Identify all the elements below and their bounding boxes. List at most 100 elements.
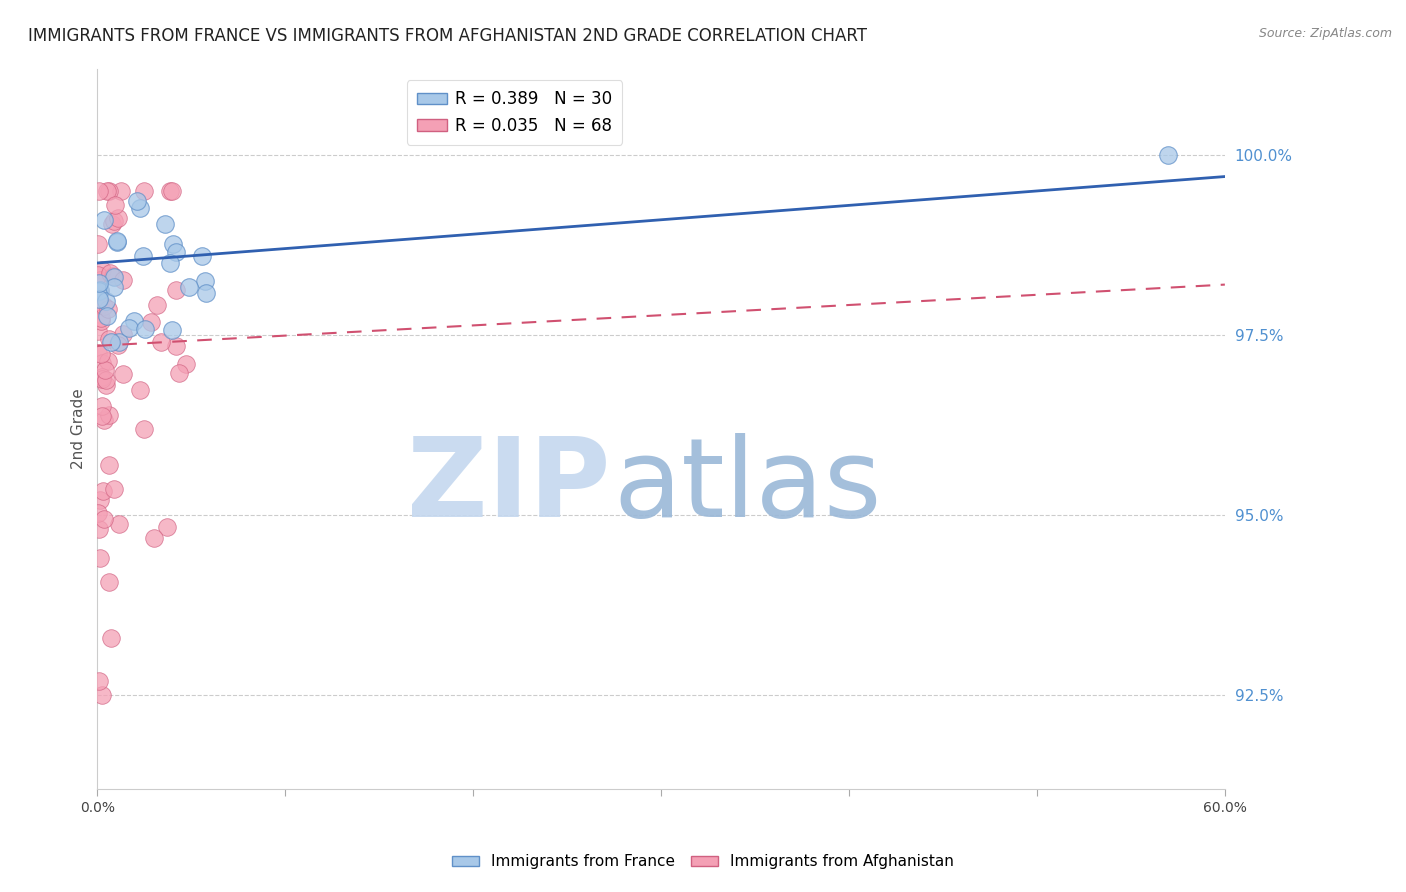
- Point: [159, 255, 181, 269]
- Point: [89, 283, 111, 297]
- Point: [129, 383, 152, 397]
- Point: [93, 212, 115, 227]
- Point: [96, 184, 118, 198]
- Point: [111, 367, 134, 381]
- Text: Source: ZipAtlas.com: Source: ZipAtlas.com: [1258, 27, 1392, 40]
- Point: [91, 484, 114, 499]
- Point: [89, 292, 111, 306]
- Point: [165, 339, 187, 353]
- Point: [165, 283, 187, 297]
- Point: [101, 269, 124, 284]
- Point: [156, 519, 179, 533]
- Point: [89, 284, 111, 298]
- Point: [94, 363, 117, 377]
- Point: [100, 335, 122, 350]
- Point: [90, 311, 112, 326]
- Point: [139, 315, 162, 329]
- Point: [97, 301, 120, 316]
- Point: [100, 218, 122, 232]
- Point: [129, 201, 152, 215]
- Point: [87, 184, 110, 198]
- Point: [108, 335, 131, 350]
- Point: [96, 293, 118, 308]
- Point: [167, 366, 190, 380]
- Legend: R = 0.389   N = 30, R = 0.035   N = 68: R = 0.389 N = 30, R = 0.035 N = 68: [406, 80, 623, 145]
- Point: [98, 458, 121, 472]
- Point: [96, 353, 118, 368]
- Point: [91, 263, 114, 277]
- Point: [107, 211, 129, 226]
- Point: [93, 299, 115, 313]
- Point: [103, 270, 125, 285]
- Point: [194, 285, 217, 300]
- Point: [87, 346, 110, 360]
- Point: [96, 309, 118, 323]
- Point: [105, 234, 128, 248]
- Point: [145, 298, 167, 312]
- Point: [89, 276, 111, 290]
- Point: [100, 631, 122, 645]
- Point: [162, 236, 184, 251]
- Point: [98, 408, 121, 422]
- Point: [98, 266, 121, 280]
- Point: [103, 482, 125, 496]
- Text: IMMIGRANTS FROM FRANCE VS IMMIGRANTS FROM AFGHANISTAN 2ND GRADE CORRELATION CHAR: IMMIGRANTS FROM FRANCE VS IMMIGRANTS FRO…: [28, 27, 868, 45]
- Point: [150, 335, 173, 350]
- Point: [87, 325, 110, 339]
- Point: [132, 184, 155, 198]
- Point: [93, 413, 115, 427]
- Point: [103, 279, 125, 293]
- Point: [91, 688, 114, 702]
- Point: [134, 322, 156, 336]
- Point: [97, 574, 120, 589]
- Point: [159, 184, 181, 198]
- Point: [89, 284, 111, 298]
- Point: [91, 356, 114, 370]
- Point: [134, 422, 156, 436]
- Point: [108, 516, 131, 531]
- Point: [132, 249, 155, 263]
- Point: [142, 532, 165, 546]
- Point: [104, 198, 127, 212]
- Point: [89, 298, 111, 312]
- Point: [110, 184, 132, 198]
- Point: [174, 357, 197, 371]
- Point: [91, 371, 114, 385]
- Point: [89, 273, 111, 287]
- Point: [89, 492, 111, 507]
- Point: [87, 237, 110, 252]
- Point: [107, 338, 129, 352]
- Point: [93, 512, 115, 526]
- Point: [112, 272, 135, 286]
- Point: [90, 347, 112, 361]
- Point: [89, 314, 111, 328]
- Point: [94, 378, 117, 392]
- Legend: Immigrants from France, Immigrants from Afghanistan: Immigrants from France, Immigrants from …: [446, 848, 960, 875]
- Point: [90, 409, 112, 424]
- Point: [87, 673, 110, 688]
- Point: [191, 249, 214, 263]
- Point: [103, 214, 125, 228]
- Point: [165, 245, 187, 260]
- Point: [194, 275, 217, 289]
- Point: [87, 268, 110, 282]
- Point: [160, 322, 183, 336]
- Point: [118, 321, 141, 335]
- Point: [87, 507, 110, 521]
- Point: [125, 194, 148, 209]
- Point: [111, 326, 134, 341]
- Point: [89, 523, 111, 537]
- Point: [98, 332, 121, 346]
- Point: [122, 314, 145, 328]
- Text: atlas: atlas: [614, 433, 882, 540]
- Point: [90, 369, 112, 384]
- Y-axis label: 2nd Grade: 2nd Grade: [72, 388, 86, 469]
- Point: [105, 235, 128, 249]
- Point: [89, 550, 111, 565]
- Point: [94, 373, 117, 387]
- Point: [160, 184, 183, 198]
- Point: [97, 184, 120, 198]
- Point: [1157, 148, 1180, 162]
- Text: ZIP: ZIP: [406, 433, 610, 540]
- Point: [153, 217, 176, 231]
